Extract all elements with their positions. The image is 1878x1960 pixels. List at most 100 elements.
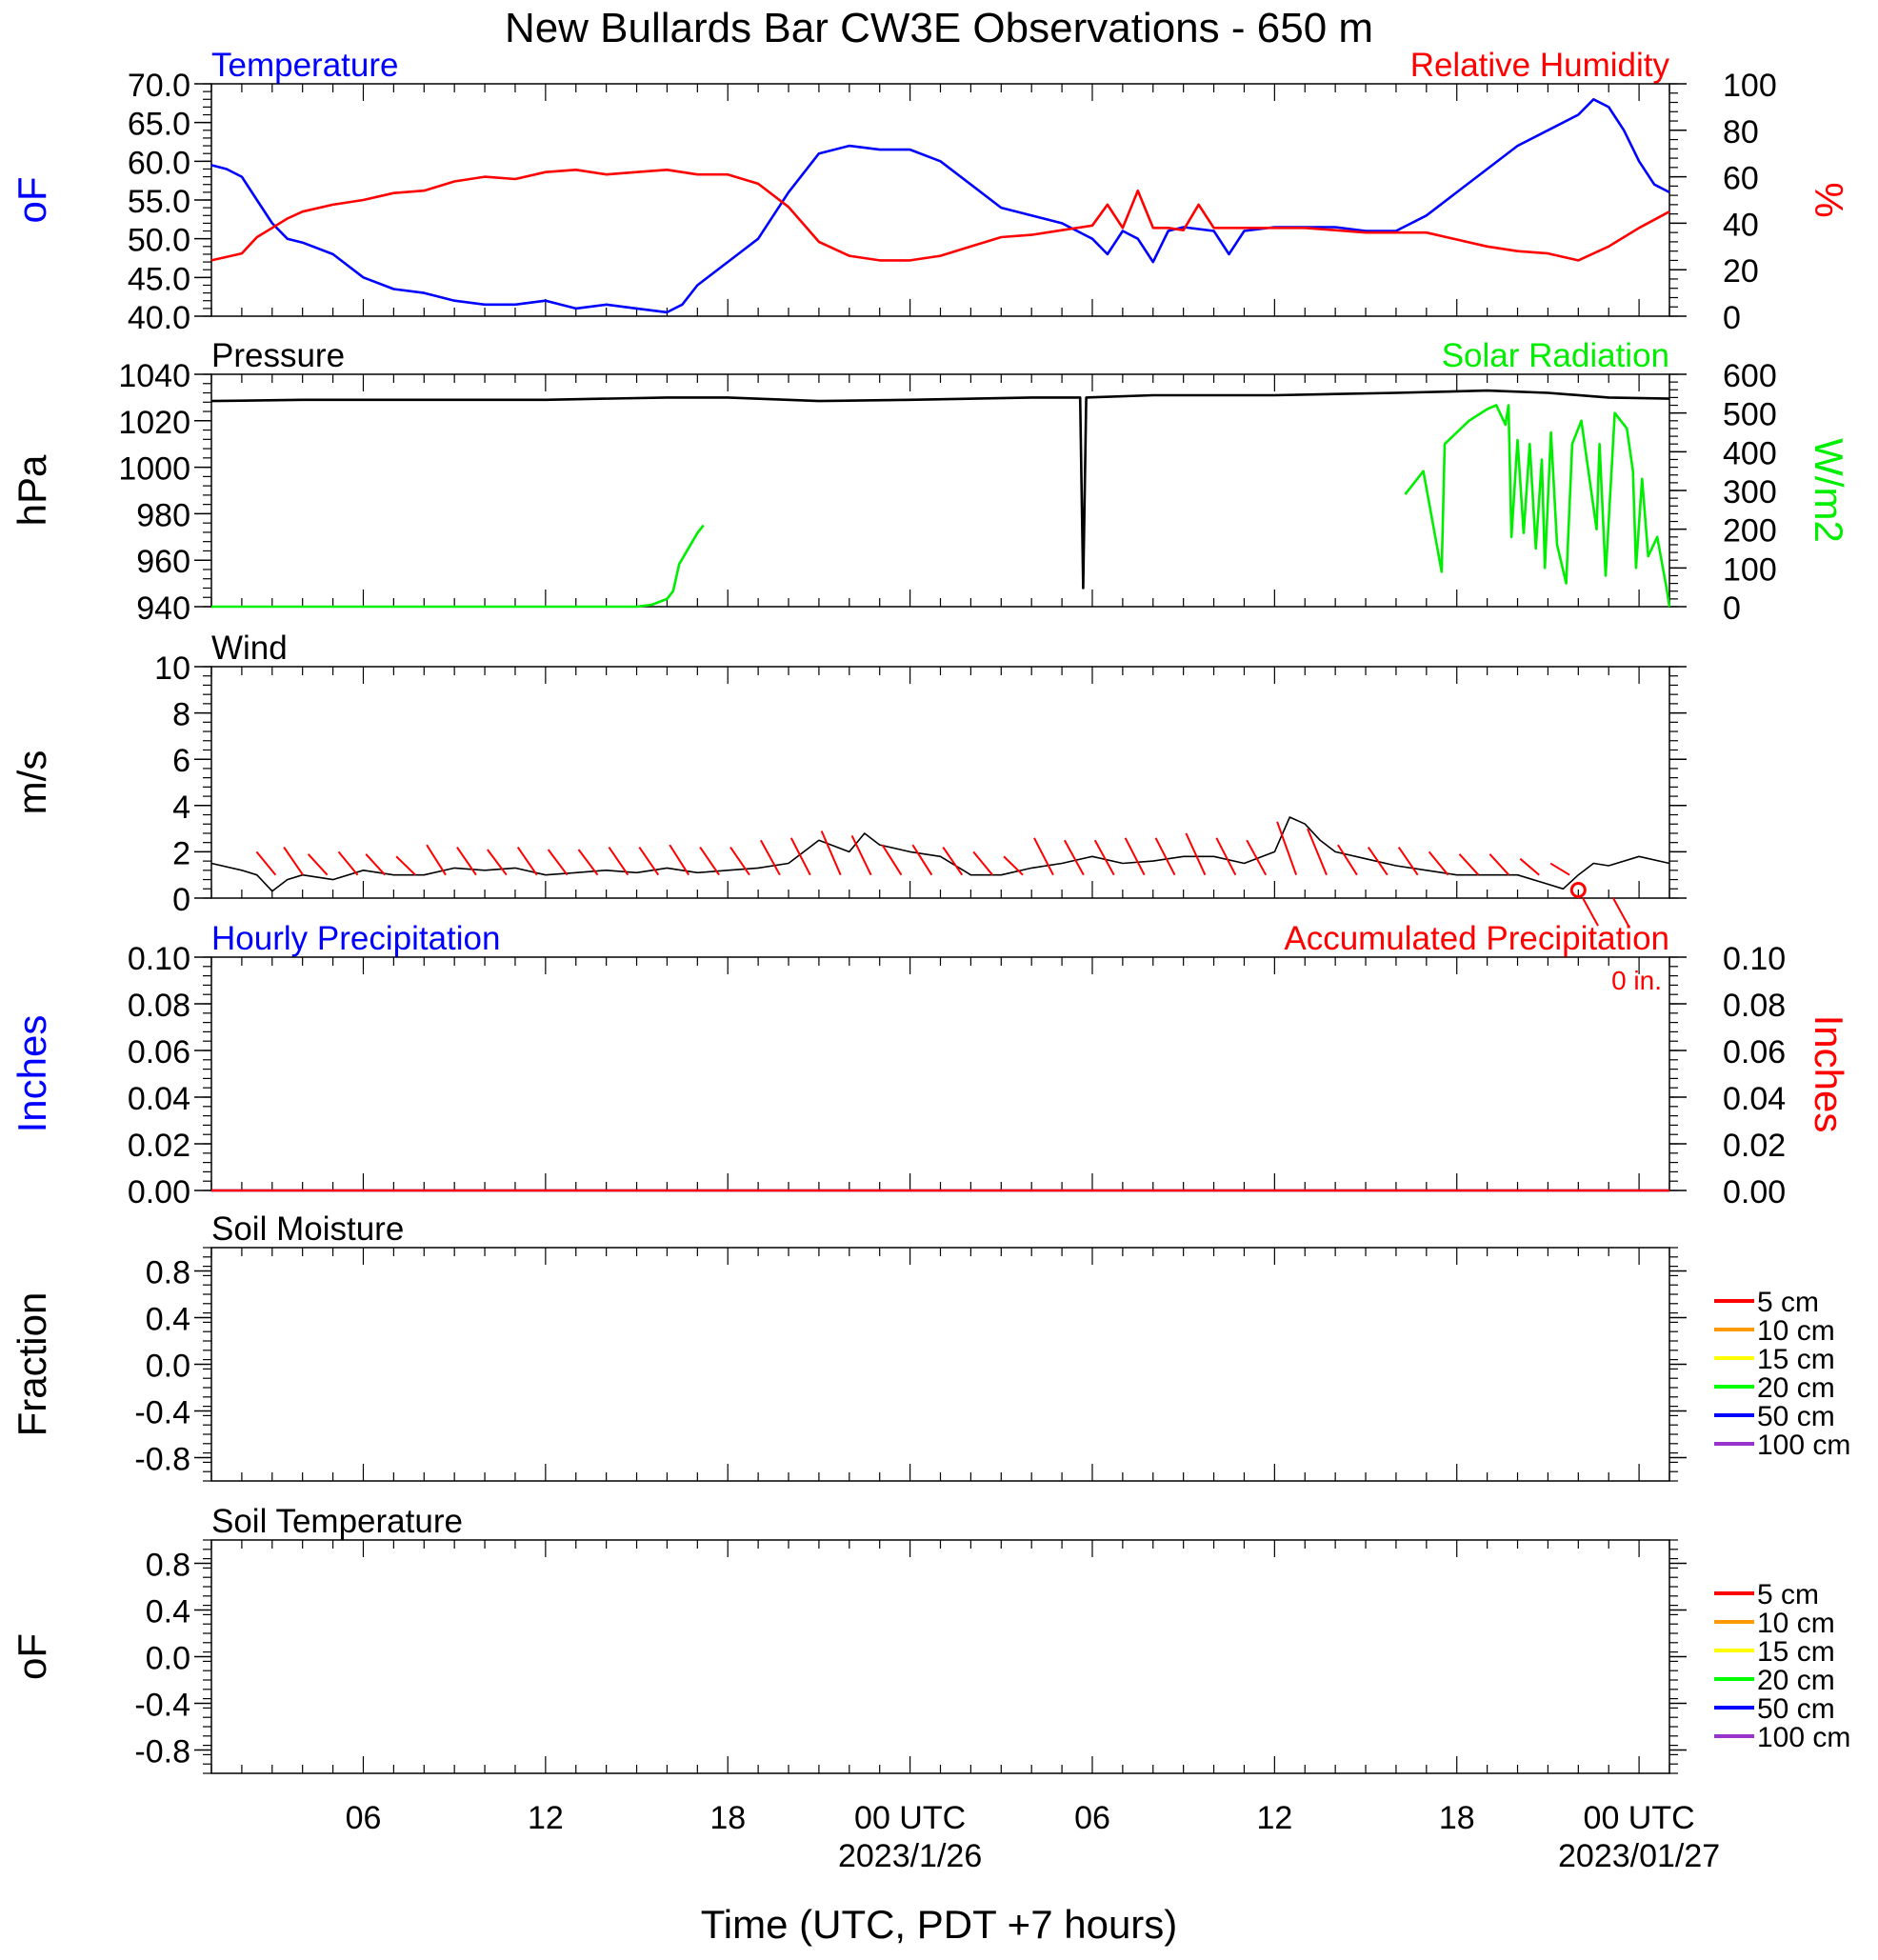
y-tick-label-left: 6: [172, 743, 190, 779]
legend-label: 20 cm: [1757, 1665, 1835, 1696]
y-tick-label-left: 0.0: [146, 1349, 190, 1385]
x-tick-label: 12: [528, 1800, 564, 1836]
legend-label: 50 cm: [1757, 1693, 1835, 1725]
legend-label: 15 cm: [1757, 1636, 1835, 1668]
wind-barb: [1397, 846, 1419, 876]
wind-barb: [1337, 844, 1358, 876]
wind-barb: [1549, 862, 1570, 876]
x-tick-label: 18: [709, 1800, 746, 1836]
y-axis-label-left: Fraction: [10, 1292, 54, 1437]
panel-frame-wind: [210, 666, 1670, 899]
wind-barb: [1093, 839, 1115, 876]
y-tick-label-left: 70.0: [128, 68, 190, 104]
wind-barb: [699, 846, 720, 876]
y-tick-label-left: 0.08: [128, 988, 190, 1024]
x-tick-label: 18: [1439, 1800, 1475, 1836]
y-tick-label-left: 10: [154, 650, 190, 687]
panel-title-left: Wind: [211, 630, 288, 667]
y-tick-label-right: 0: [1723, 300, 1741, 336]
y-tick-label-left: 45.0: [128, 261, 190, 297]
y-tick-label-right: 100: [1723, 551, 1777, 588]
x-tick-label: 00 UTC: [1584, 1800, 1695, 1836]
y-axis-label-right: W/m2: [1807, 438, 1851, 543]
wind-barb: [395, 855, 416, 876]
wind-barb: [942, 846, 964, 876]
y-tick-label-left: 50.0: [128, 223, 190, 259]
wind-barb: [547, 849, 569, 876]
x-tick-label: 12: [1256, 1800, 1292, 1836]
wind-barb: [456, 846, 477, 876]
y-tick-label-left: 0.8: [146, 1255, 190, 1291]
y-tick-label-left: 8: [172, 697, 190, 733]
y-tick-label-left: 0.04: [128, 1081, 190, 1117]
y-tick-label-left: -0.8: [134, 1734, 190, 1770]
calm-wind-marker: [1569, 881, 1587, 898]
y-tick-label-left: 1020: [118, 405, 190, 441]
y-axis-label-left: m/s: [10, 750, 54, 815]
wind-barb: [516, 846, 538, 876]
x-tick-date: 2023/1/26: [838, 1838, 982, 1874]
y-tick-label-left: 40.0: [128, 300, 190, 336]
wind-barb: [972, 850, 993, 876]
y-axis-label-right: %: [1807, 182, 1851, 217]
y-tick-label-left: 55.0: [128, 184, 190, 220]
y-tick-label-left: 940: [136, 590, 190, 627]
y-tick-label-left: 1000: [118, 451, 190, 488]
panel-title-left: Pressure: [211, 337, 345, 374]
panel-title-right: Accumulated Precipitation: [1284, 920, 1669, 957]
y-tick-label-left: 1040: [118, 358, 190, 394]
panel-title-left: Hourly Precipitation: [211, 920, 500, 957]
wind-barb: [789, 837, 811, 876]
wind-barb: [1582, 897, 1599, 927]
y-tick-label-right: 600: [1723, 358, 1777, 394]
x-tick-label: 06: [346, 1800, 382, 1836]
legend-label: 10 cm: [1757, 1315, 1835, 1347]
panel-frame-pressure_solar: [210, 373, 1670, 608]
y-tick-label-right: 0.02: [1723, 1128, 1786, 1164]
accumulation-annotation: 0 in.: [1611, 966, 1662, 995]
y-tick-label-left: 0.02: [128, 1128, 190, 1164]
series-line-wind-0: [210, 816, 1670, 892]
y-tick-label-left: 0.06: [128, 1034, 190, 1070]
wind-barb: [283, 846, 304, 876]
y-tick-label-right: 200: [1723, 513, 1777, 550]
series-line-temp_rh-0: [210, 98, 1670, 314]
wind-barb: [638, 846, 660, 876]
series-line-pressure_solar-0: [210, 389, 1670, 590]
legend-label: 15 cm: [1757, 1344, 1835, 1375]
y-tick-label-left: 60.0: [128, 145, 190, 181]
wind-barb: [1519, 857, 1540, 876]
wind-barb: [1428, 850, 1449, 876]
wind-barb: [1215, 837, 1237, 876]
y-tick-label-left: 2: [172, 835, 190, 871]
y-tick-label-right: 0.06: [1723, 1034, 1786, 1070]
y-tick-label-right: 20: [1723, 253, 1759, 290]
x-tick-label: 06: [1074, 1800, 1110, 1836]
y-tick-label-left: 0: [172, 882, 190, 918]
y-tick-label-right: 500: [1723, 397, 1777, 433]
panel-title-left: Soil Temperature: [211, 1503, 463, 1540]
y-tick-label-left: 0.10: [128, 941, 190, 977]
wind-barb: [365, 853, 386, 876]
wind-barb: [729, 846, 750, 876]
wind-barb: [1246, 839, 1268, 876]
y-tick-label-right: 60: [1723, 161, 1759, 197]
wind-barb: [608, 846, 629, 876]
y-tick-label-left: -0.8: [134, 1442, 190, 1478]
y-tick-label-left: 980: [136, 497, 190, 533]
y-axis-label-right: Inches: [1807, 1015, 1851, 1133]
panel-frame-soil_moisture: [210, 1247, 1670, 1482]
y-tick-label-left: 4: [172, 790, 190, 826]
x-axis-label: Time (UTC, PDT +7 hours): [701, 1902, 1178, 1947]
wind-barb: [426, 844, 447, 876]
wind-barb: [881, 844, 903, 876]
wind-barb: [307, 853, 329, 876]
wind-barb: [1033, 837, 1054, 876]
panel-frame-precip: [210, 956, 1670, 1191]
legend-label: 5 cm: [1757, 1287, 1819, 1318]
y-tick-label-left: -0.4: [134, 1688, 190, 1724]
legend-label: 50 cm: [1757, 1401, 1835, 1432]
y-tick-label-right: 0.08: [1723, 988, 1786, 1024]
y-tick-label-right: 400: [1723, 435, 1777, 471]
